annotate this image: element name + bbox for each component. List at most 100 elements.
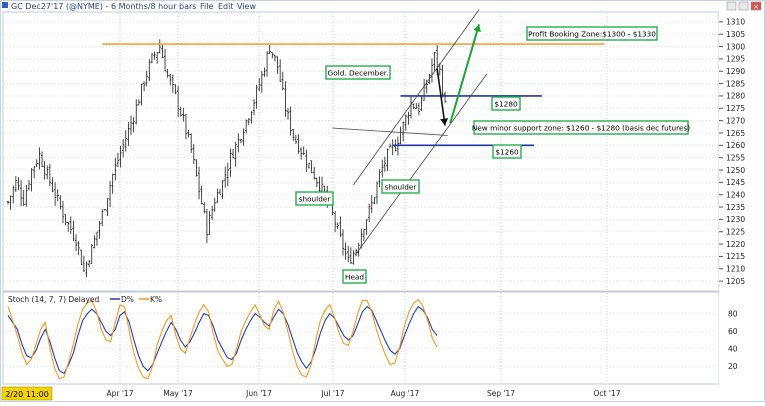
price-tick-label: 1245 (726, 178, 745, 187)
price-bar (87, 259, 91, 268)
price-bar (25, 184, 28, 207)
price-bar (443, 91, 447, 103)
price-tick-label: 1220 (726, 240, 745, 249)
green-arrow (449, 24, 481, 124)
price-bar (281, 71, 284, 91)
price-tick-label: 1215 (726, 252, 745, 261)
price-bar (336, 222, 339, 230)
price-bar (90, 244, 93, 265)
price-bar (101, 209, 104, 227)
price-bar (203, 202, 206, 214)
price-bar (27, 180, 31, 191)
price-bar (286, 107, 290, 120)
price-bar (53, 182, 57, 206)
month-label: Oct '17 (594, 389, 621, 398)
black-arrow (436, 68, 446, 126)
close-button[interactable] (750, 1, 762, 11)
price-bar (56, 189, 59, 202)
price-pane (2, 11, 720, 292)
price-bar (158, 39, 161, 54)
time-readout: 2/20 11:00 (5, 390, 49, 399)
maximize-button[interactable] (738, 1, 749, 11)
price-bar (305, 149, 308, 173)
price-bar (242, 128, 245, 146)
price-tick-label: 1230 (726, 215, 745, 224)
price-bar (176, 86, 180, 118)
price-bar (142, 81, 146, 92)
price-bar (247, 117, 250, 125)
price-bar (6, 200, 10, 205)
price-bar (153, 51, 156, 60)
price-bar (378, 169, 381, 187)
price-bar (93, 235, 96, 249)
price-bar (187, 129, 190, 138)
price-bar (375, 181, 379, 204)
annotation-text: Profit Booking Zone:$1300 - $1330 (528, 30, 656, 39)
price-tick-label: 1260 (726, 141, 745, 150)
price-bar (111, 173, 114, 194)
price-bar (310, 160, 313, 173)
price-bar (347, 246, 350, 263)
price-tick-label: 1250 (726, 166, 745, 175)
price-bar (59, 195, 62, 210)
price-bar (258, 78, 261, 92)
price-tick-label: 1205 (726, 277, 745, 286)
price-bar (171, 74, 175, 93)
menu-file[interactable]: File (200, 2, 213, 11)
price-bar (121, 139, 125, 158)
price-bar (284, 81, 287, 117)
annotation-box (492, 144, 522, 159)
price-bar (116, 152, 120, 167)
price-bar (292, 129, 295, 142)
month-label: Jun '17 (245, 389, 272, 398)
app-icon (2, 2, 8, 8)
minimize-button[interactable] (726, 1, 737, 11)
price-bar (95, 231, 99, 246)
price-bar (333, 210, 337, 233)
price-bar (349, 247, 353, 264)
menu-view[interactable]: View (237, 2, 256, 11)
annotation-box (325, 65, 391, 80)
price-bar (184, 113, 188, 140)
price-bar (365, 219, 368, 235)
price-tick-label: 1225 (726, 228, 745, 237)
annotation-label: Profit Booking Zone:$1300 - $1330 (526, 26, 658, 41)
price-bar (312, 166, 316, 180)
annotation-box (342, 269, 367, 284)
price-bar (32, 166, 36, 179)
stoch-title: Stoch (14, 7, 7) Delayed (8, 295, 100, 304)
price-bar (69, 216, 73, 234)
menu-edit[interactable]: Edit (218, 2, 234, 11)
price-tick-label: 1305 (726, 30, 745, 39)
price-tick-label: 1255 (726, 153, 745, 162)
window-controls: × (2, 1, 762, 11)
price-bar (252, 99, 256, 116)
price-bar (224, 166, 227, 188)
price-tick-label: 1295 (726, 55, 745, 64)
price-bar (239, 138, 243, 144)
channel-lower (355, 73, 488, 255)
annotation-text: shoulder (299, 195, 331, 204)
price-bar (315, 177, 319, 188)
price-bar (140, 83, 143, 106)
price-tick-label: 1285 (726, 79, 745, 88)
annotation-text: Head (345, 273, 364, 282)
annotation-box (295, 191, 334, 206)
annotation-label: Head (342, 269, 367, 284)
price-tick-label: 1300 (726, 42, 745, 51)
price-bar (226, 162, 230, 187)
price-tick-label: 1270 (726, 116, 745, 125)
price-bar (250, 111, 253, 124)
price-bar (61, 200, 65, 224)
price-bar (297, 134, 300, 154)
price-bar (148, 59, 151, 82)
annotation-label: $1260 (492, 144, 522, 159)
price-bar (388, 143, 392, 148)
price-bar (244, 119, 248, 134)
price-bar (273, 54, 277, 62)
price-bar (210, 205, 214, 220)
price-bar (370, 195, 373, 214)
stoch-tick-label: 80 (728, 309, 738, 318)
price-bar (373, 197, 376, 205)
title-bar (1, 1, 764, 11)
